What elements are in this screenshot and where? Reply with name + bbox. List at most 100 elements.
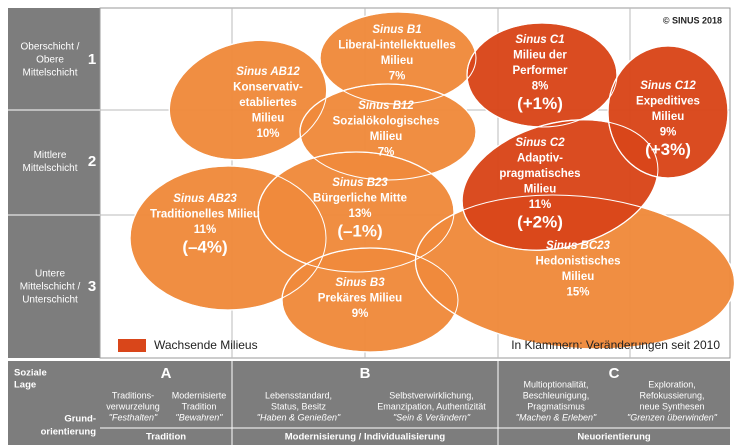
section-letter: B [360,365,371,382]
column-text: Selbstverwirklichung, [389,390,474,400]
column-text: Status, Besitz [271,401,327,411]
labels: Oberschicht / Obere Mittelschicht 1 Mittlere… [14,24,718,442]
milieu-share: 11% [529,199,551,211]
milieu-name: Performer [513,65,568,77]
milieu-outline [466,22,618,128]
milieu-outline [281,247,459,353]
section-letter: C [609,365,620,382]
axis-label: Grund- [64,414,96,425]
column-text: Emanzipation, Authentizität [377,401,486,411]
column-text: Pragmatismus [527,401,585,411]
milieu-code: Sinus BC23 [546,240,611,252]
milieu-name: Konservativ- [233,82,303,94]
milieu-code: Sinus B3 [335,277,385,289]
bottom-panel [8,361,730,445]
copyright: © SINUS 2018 [663,15,722,25]
milieu-share: 11% [194,224,216,236]
milieu-outline [168,39,328,161]
milieu-change: (–1%) [337,221,382,240]
milieu-outline [461,119,659,251]
milieu-outline [607,45,729,179]
section-label: Neuorientierung [577,432,651,443]
milieu-code: Sinus AB23 [173,193,237,205]
column-motto: "Grenzen überwinden" [627,412,718,422]
milieu-name: Bürgerliche Mitte [313,193,407,205]
milieu-code: Sinus AB12 [236,66,300,78]
milieu-change: (+2%) [517,212,563,231]
milieu-share: 15% [566,287,589,299]
milieu-name: Expeditives [636,96,700,108]
row-label: Mittelschicht [22,68,77,79]
row-number: 2 [88,153,96,170]
milieu-code: Sinus B23 [332,177,388,189]
milieu-share: 13% [348,208,371,220]
row-label: Obere [36,55,64,66]
milieu-name: Milieu [381,55,414,67]
column-text: verwurzelung [106,401,160,411]
column-motto: "Festhalten" [109,412,158,422]
milieu-share: 7% [378,147,395,159]
section-letter: A [161,365,172,382]
row-label: Unterschicht [22,295,78,306]
milieu-code: Sinus B12 [358,100,414,112]
milieu-name: Milieu [562,271,595,283]
row-dividers [8,109,730,445]
row-label: Untere [35,269,65,280]
milieu-change: (–4%) [182,237,227,256]
column-text: Beschleunigung, [523,390,590,400]
milieu-name: Milieu [524,184,557,196]
row-number: 3 [88,278,96,295]
milieu-share: 9% [660,127,677,139]
column-text: Refokussierung, [639,390,704,400]
row-label: Mittelschicht / [20,282,81,293]
milieu-name: pragmatisches [499,168,580,180]
milieu-code: Sinus C2 [515,137,565,149]
milieu-code: Sinus C1 [515,34,564,46]
milieu-share: 10% [256,128,279,140]
column-text: Exploration, [648,379,696,389]
milieu-name: Traditionelles Milieu [150,209,260,221]
milieu-share: 7% [389,71,406,83]
milieu-change: (+3%) [645,140,691,159]
note: In Klammern: Veränderungen seit 2010 [511,338,720,352]
column-text: Modernisierte [172,390,227,400]
milieu-name: Liberal-intellektuelles [338,40,456,52]
section-label: Tradition [146,432,186,443]
row-label: Mittlere [34,150,67,161]
milieu-name: Sozialökologisches [333,116,440,128]
milieu-code: Sinus B1 [372,24,421,36]
column-text: Tradition [182,401,217,411]
column-motto: "Sein & Verändern" [393,412,471,422]
milieu-name: Milieu [370,131,403,143]
column-text: Traditions- [112,390,154,400]
milieu-name: Milieu [252,113,285,125]
milieu-outline [257,151,455,273]
column-text: Lebensstandard, [265,390,332,400]
milieu-share: 8% [532,81,549,93]
milieu-share: 9% [352,308,369,320]
milieu-outline [129,165,327,311]
milieu-outline [319,11,477,105]
column-motto: "Haben & Genießen" [257,412,341,422]
milieu-outline [414,194,736,350]
column-motto: "Machen & Erleben" [516,412,597,422]
milieu-name: Prekäres Milieu [318,293,402,305]
legend-label: Wachsende Milieus [154,338,258,352]
row-label: Oberschicht / [21,42,80,53]
column-text: Multioptionalität, [523,379,588,389]
column-text: neue Synthesen [639,401,704,411]
milieu-name: Milieu der [513,50,567,62]
column-motto: "Bewahren" [176,412,224,422]
milieu-code: Sinus C12 [640,80,696,92]
axis-label: orientierung [41,427,97,438]
milieu-shapes [129,11,736,353]
milieu-name: Adaptiv- [517,153,563,165]
axis-label: Lage [14,380,36,391]
row-number: 1 [88,51,96,68]
section-label: Modernisierung / Individualisierung [285,432,446,443]
milieu-name: etabliertes [239,97,297,109]
legend-swatch [118,339,146,352]
milieu-outline [299,83,477,181]
left-panel [8,8,100,358]
